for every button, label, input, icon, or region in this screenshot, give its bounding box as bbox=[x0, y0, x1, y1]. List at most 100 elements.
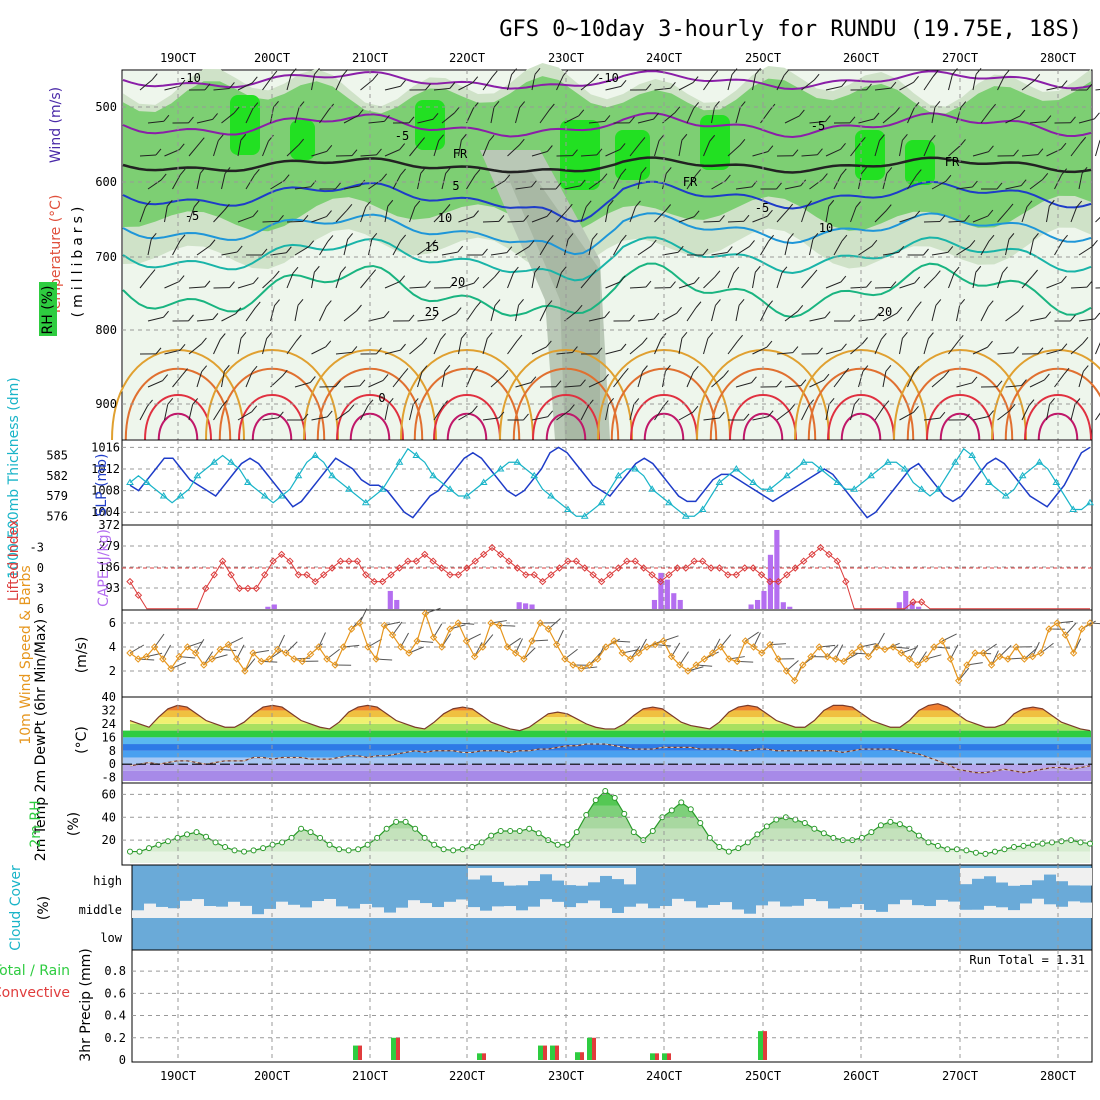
contour-label: FR bbox=[683, 175, 698, 189]
wind-barb-flag bbox=[743, 413, 750, 421]
wind-barb-flag bbox=[356, 304, 362, 312]
cloud-block-middle bbox=[312, 901, 324, 918]
wind-barb-flag bbox=[1076, 200, 1083, 208]
date-tick-top: 23OCT bbox=[548, 51, 584, 65]
cloud-block-middle bbox=[996, 907, 1008, 918]
diurnal-contour bbox=[1037, 412, 1079, 441]
cloud-block-middle bbox=[636, 903, 648, 918]
wind10m-marker bbox=[200, 661, 208, 669]
wind-barb bbox=[482, 276, 495, 289]
wind-barb bbox=[409, 343, 423, 355]
wind10m-marker bbox=[807, 652, 815, 661]
wind-barb-flag bbox=[692, 76, 699, 83]
wind10m-marker bbox=[979, 649, 988, 657]
wind-barb bbox=[213, 339, 221, 355]
cloud-block-middle bbox=[564, 907, 576, 918]
wind-barb-flag bbox=[444, 204, 451, 211]
wind-barb-flag bbox=[576, 304, 583, 312]
contour-label: 10 bbox=[819, 221, 833, 235]
thickness-marker bbox=[917, 485, 926, 492]
wind-barb bbox=[139, 154, 156, 157]
thickness-marker bbox=[884, 458, 892, 465]
wind-barb-flag bbox=[987, 209, 994, 217]
wind-barb-flag bbox=[996, 182, 1003, 190]
wind-barb-flag bbox=[1034, 73, 1041, 81]
wind-barb bbox=[727, 144, 741, 157]
wind10m-barb bbox=[154, 633, 165, 648]
cloud-block-middle bbox=[816, 901, 828, 918]
rh2m-marker bbox=[877, 822, 884, 829]
temp-band bbox=[123, 744, 1091, 751]
rh2m-marker bbox=[317, 834, 324, 841]
wind-barb-flag bbox=[278, 214, 284, 222]
wind10m-marker bbox=[265, 655, 274, 663]
date-tick-bottom: 20OCT bbox=[254, 1069, 290, 1083]
lifted-index-marker bbox=[656, 577, 665, 586]
wind10m-axis: 6 4 2 bbox=[109, 616, 116, 678]
wind10m-marker bbox=[397, 643, 405, 651]
diurnal-contour bbox=[545, 412, 587, 441]
thickness-tick: 585 bbox=[46, 449, 68, 463]
diurnal-contour bbox=[433, 394, 501, 441]
wind10m-marker bbox=[503, 643, 512, 651]
wind-barb-flag bbox=[798, 109, 805, 117]
wind-barb-flag bbox=[843, 367, 850, 375]
wind-barb bbox=[1021, 79, 1036, 91]
wind-barb bbox=[972, 416, 989, 421]
wind-barb bbox=[776, 272, 783, 289]
slp-grid bbox=[122, 440, 1092, 525]
wind-barb bbox=[262, 140, 269, 157]
rh2m-marker bbox=[488, 832, 495, 839]
wind10m-tick: 2 bbox=[109, 664, 116, 678]
wind-barb bbox=[360, 206, 367, 223]
wind-barb bbox=[147, 120, 164, 124]
wind-barb bbox=[735, 305, 740, 322]
wind-barb-flag bbox=[1086, 83, 1093, 91]
wind-barb bbox=[458, 216, 474, 223]
wind-barb-flag bbox=[709, 134, 716, 142]
lifted-index-marker bbox=[698, 557, 707, 565]
wind-barb-flag bbox=[1033, 233, 1039, 240]
wind-barb bbox=[752, 215, 768, 223]
wind-barb-flag bbox=[1061, 168, 1068, 176]
wind10m-marker bbox=[552, 640, 561, 649]
rh-band bbox=[130, 794, 1090, 806]
wind-barb bbox=[196, 173, 201, 190]
wind-barb-flag bbox=[934, 270, 941, 278]
rh2m-marker bbox=[906, 825, 913, 832]
wind-barb-flag bbox=[871, 239, 878, 247]
rh2m-marker bbox=[868, 829, 875, 836]
cloud-block-middle bbox=[276, 901, 288, 918]
precip-bar-convective bbox=[580, 1052, 584, 1060]
contour-label: -5 bbox=[811, 119, 825, 133]
slp-lines bbox=[126, 446, 1094, 519]
wind10m-marker bbox=[659, 637, 668, 645]
wind10m-marker bbox=[536, 619, 544, 627]
wind-barb-flag bbox=[873, 312, 880, 320]
cloud-block-middle bbox=[864, 909, 876, 918]
wind-barb bbox=[417, 371, 423, 388]
cloud-block-middle bbox=[900, 899, 912, 918]
lifted-index-marker bbox=[597, 577, 606, 586]
wind-barb bbox=[1046, 349, 1063, 355]
wind-barb-flag bbox=[939, 215, 946, 222]
wind-barb bbox=[1005, 239, 1010, 256]
wind-barb bbox=[858, 371, 864, 388]
precip-tick: 0.8 bbox=[104, 964, 126, 978]
thickness-marker bbox=[749, 478, 758, 485]
wind-barb-flag bbox=[432, 112, 439, 120]
wind-barb-flag bbox=[399, 143, 406, 150]
thickness-marker bbox=[294, 471, 303, 479]
wind-barb-flag bbox=[327, 235, 334, 242]
thickness-marker bbox=[631, 465, 640, 472]
cloud-block-middle bbox=[936, 899, 948, 918]
wind-barb bbox=[899, 411, 914, 421]
wind-barb-flag bbox=[188, 314, 194, 322]
lifted-index-marker bbox=[631, 557, 639, 565]
contour-label: 0 bbox=[378, 391, 385, 405]
cloud-block-middle bbox=[1056, 906, 1068, 918]
wind10m-marker bbox=[626, 655, 635, 663]
wind-barb bbox=[294, 246, 309, 256]
wind-barb bbox=[384, 281, 400, 289]
wind-barb bbox=[923, 276, 936, 289]
